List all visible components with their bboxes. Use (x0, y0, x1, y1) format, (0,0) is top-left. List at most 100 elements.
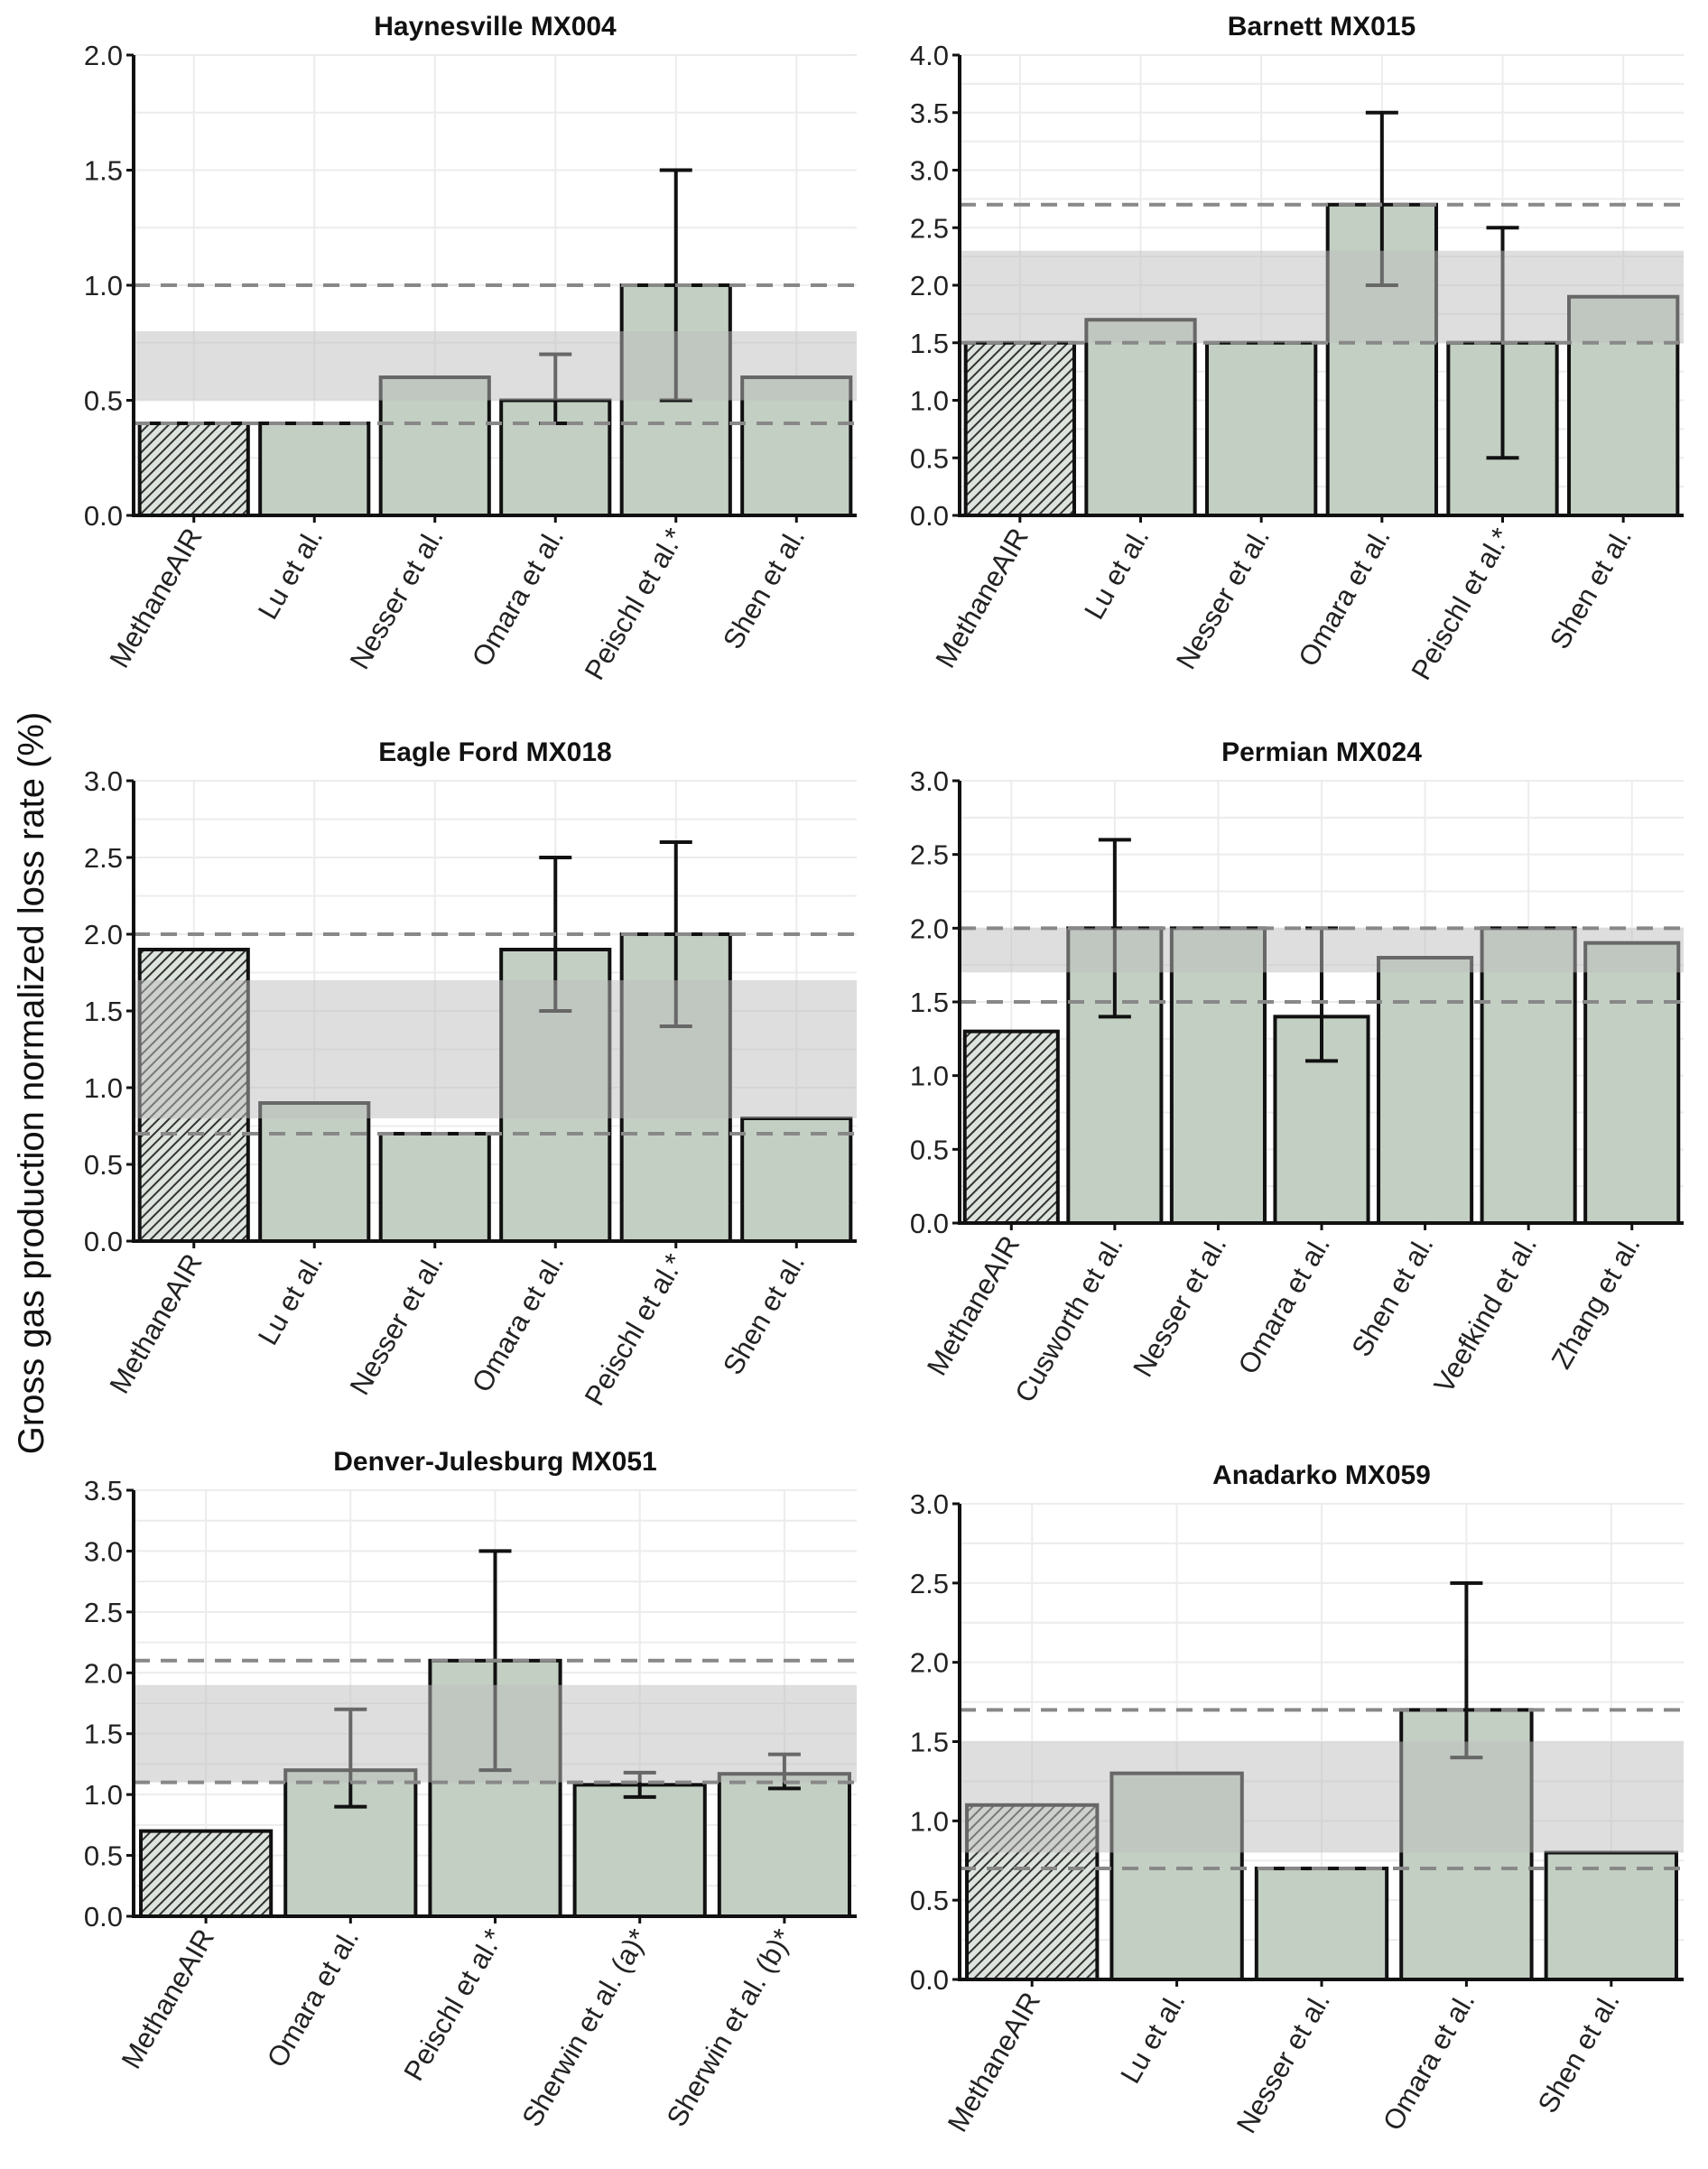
y-tick-label: 2.0 (910, 913, 949, 944)
range-band (134, 980, 857, 1118)
x-category-label: Sherwin et al. (b)* (660, 1923, 799, 2132)
x-category-label: Shen et al. (1531, 1987, 1625, 2118)
y-tick-label: 2.0 (84, 919, 123, 950)
y-tick-label: 1.5 (84, 996, 123, 1027)
panel-title: Denver-Julesburg MX051 (333, 1447, 656, 1477)
x-category-label: Lu et al. (252, 523, 329, 625)
y-tick-label: 0.5 (84, 1840, 123, 1872)
x-category-label: Peischl et al.* (397, 1923, 509, 2086)
x-category-label: Nesser et al. (343, 1248, 449, 1400)
y-tick-label: 2.5 (84, 842, 123, 874)
x-category-label: Shen et al. (1345, 1230, 1439, 1362)
y-tick-label: 0.0 (910, 500, 949, 532)
range-band (134, 331, 857, 401)
bar-zhang-et-al- (1583, 941, 1681, 1225)
x-category-label: Nesser et al. (343, 523, 449, 674)
y-tick-label: 1.0 (910, 1805, 949, 1837)
x-category-label: Veefkind et al. (1428, 1230, 1544, 1398)
bar-nesser-et-al- (378, 1132, 491, 1243)
range-band (134, 1684, 857, 1783)
panel-title: Haynesville MX004 (374, 12, 617, 42)
y-tick-label: 0.0 (84, 1901, 123, 1933)
y-tick-label: 0.0 (84, 500, 123, 532)
y-tick-label: 1.0 (84, 1779, 123, 1811)
y-tick-label: 3.5 (84, 1475, 123, 1506)
y-tick-label: 3.0 (910, 765, 949, 797)
y-tick-label: 1.5 (910, 1727, 949, 1758)
x-category-label: Peischl et al.* (1405, 523, 1517, 685)
y-tick-label: 2.5 (84, 1597, 123, 1628)
y-tick-label: 1.0 (910, 385, 949, 417)
x-category-label: Nesser et al. (1127, 1230, 1232, 1382)
y-tick-label: 2.0 (910, 270, 949, 301)
bar-lu-et-al- (258, 1101, 371, 1243)
bar-nesser-et-al- (1254, 1867, 1389, 1982)
range-band (960, 250, 1684, 343)
x-category-label: Nesser et al. (1230, 1987, 1336, 2138)
range-band (960, 1741, 1684, 1853)
x-category-label: Shen et al. (717, 1248, 811, 1380)
bar-methaneair (137, 422, 250, 517)
panel-3: Permian MX024 0.0 0.5 1.0 1.5 2.0 2.5 3.0 Methan… (910, 737, 1684, 1408)
bar-shen-et-al- (1377, 956, 1474, 1225)
x-category-label: MethaneAIR (942, 1987, 1046, 2137)
x-category-label: Omara et al. (261, 1923, 366, 2072)
panel-4: Denver-Julesburg MX051 0.0 0.5 1.0 1.5 2.0 2.5… (84, 1447, 857, 2132)
y-tick-label: 2.0 (84, 1657, 123, 1689)
x-category-label: Omara et al. (466, 1248, 571, 1397)
x-category-label: Omara et al. (1292, 523, 1397, 672)
x-category-label: Cusworth et al. (1008, 1230, 1129, 1408)
x-category-label: Lu et al. (252, 1248, 329, 1350)
panel-0: Haynesville MX004 0.0 0.5 1.0 1.5 2.0 MethaneA… (84, 12, 857, 685)
bar-lu-et-al- (1084, 318, 1197, 517)
x-category-label: Zhang et al. (1546, 1230, 1647, 1374)
x-category-label: Nesser et al. (1170, 523, 1276, 674)
y-tick-label: 1.5 (910, 987, 949, 1018)
y-tick-label: 1.5 (910, 328, 949, 359)
y-tick-label: 0.5 (84, 1149, 123, 1181)
y-tick-label: 2.0 (910, 1647, 949, 1679)
y-tick-label: 2.5 (910, 839, 949, 871)
x-category-label: MethaneAIR (103, 523, 208, 673)
x-category-label: Peischl et al.* (579, 523, 691, 685)
y-tick-label: 0.0 (84, 1226, 123, 1257)
range-band (960, 928, 1684, 973)
x-category-label: Omara et al. (1377, 1987, 1481, 2136)
bar-nesser-et-al- (1205, 340, 1318, 517)
x-category-label: MethaneAIR (103, 1248, 208, 1399)
y-tick-label: 2.5 (910, 1568, 949, 1599)
y-tick-label: 1.0 (910, 1061, 949, 1092)
panel-5: Anadarko MX059 0.0 0.5 1.0 1.5 2.0 2.5 3.0 Metha… (910, 1460, 1684, 2138)
x-category-label: Lu et al. (1078, 523, 1155, 625)
bar-methaneair (139, 1829, 274, 1918)
y-axis-label: Gross gas production normalized loss rat… (12, 712, 51, 1455)
panel-2: Eagle Ford MX018 0.0 0.5 1.0 1.5 2.0 2.5 3.0 Met… (84, 737, 857, 1411)
y-tick-label: 0.0 (910, 1964, 949, 1996)
x-category-label: Sherwin et al. (a)* (515, 1923, 654, 2132)
y-tick-label: 1.5 (84, 155, 123, 187)
bar-shen-et-al- (1544, 1850, 1678, 1981)
x-category-label: Lu et al. (1114, 1987, 1191, 2089)
y-tick-label: 3.0 (910, 1488, 949, 1520)
y-tick-label: 3.0 (910, 155, 949, 187)
x-category-label: MethaneAIR (929, 523, 1034, 673)
bar-shen-et-al- (740, 1117, 853, 1243)
panel-title: Permian MX024 (1221, 737, 1422, 767)
bar-veefkind-et-al- (1480, 926, 1577, 1226)
bar-lu-et-al- (258, 422, 371, 517)
y-tick-label: 1.0 (84, 270, 123, 301)
x-category-label: MethaneAIR (116, 1923, 220, 2074)
panel-title: Barnett MX015 (1228, 12, 1416, 42)
y-tick-label: 0.0 (910, 1208, 949, 1239)
y-tick-label: 1.0 (84, 1072, 123, 1104)
y-tick-label: 0.5 (910, 1134, 949, 1165)
y-tick-label: 3.0 (84, 765, 123, 797)
y-tick-label: 3.0 (84, 1535, 123, 1567)
y-tick-label: 2.5 (910, 212, 949, 244)
y-tick-label: 0.5 (910, 442, 949, 474)
y-tick-label: 0.5 (910, 1885, 949, 1916)
y-tick-label: 1.5 (84, 1719, 123, 1750)
bar-sherwin-et-al-a- (572, 1783, 707, 1918)
x-category-label: MethaneAIR (921, 1230, 1026, 1381)
